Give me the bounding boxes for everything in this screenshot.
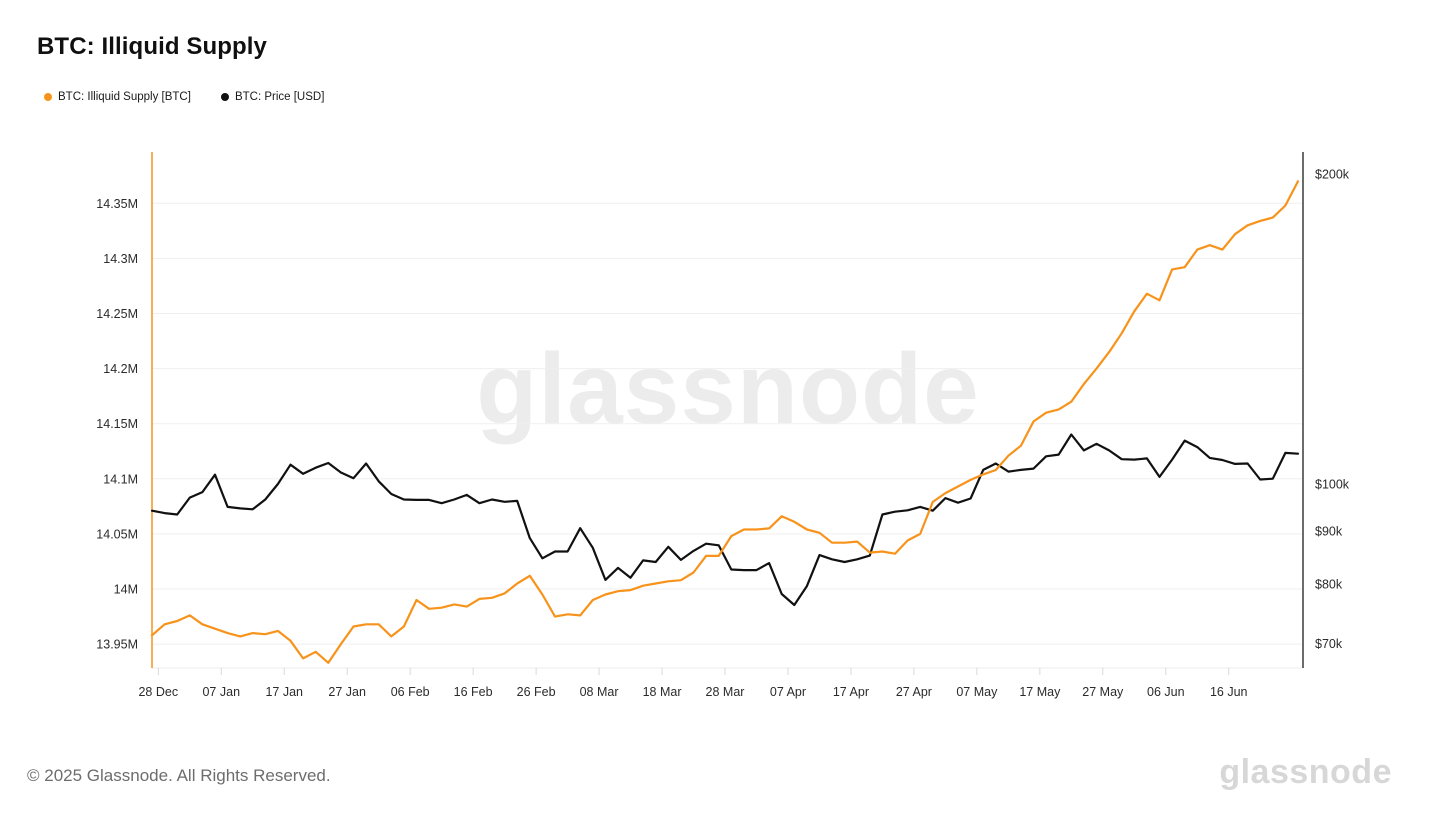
x-axis-label: 06 Feb	[391, 685, 430, 699]
x-axis-label: 16 Feb	[454, 685, 493, 699]
y-axis-label-right: $90k	[1315, 525, 1343, 539]
y-axis-label-right: $100k	[1315, 478, 1350, 492]
legend-label: BTC: Price [USD]	[234, 91, 325, 103]
x-axis-label: 07 Jan	[202, 685, 240, 699]
x-axis-label: 28 Mar	[706, 685, 745, 699]
y-axis-label-right: $200k	[1315, 167, 1350, 181]
x-axis-label: 06 Jun	[1147, 685, 1185, 699]
y-axis-label-left: 14.35M	[96, 197, 138, 211]
y-axis-label-left: 14.25M	[96, 307, 138, 321]
legend-item-illiquid-supply[interactable]: BTC: Illiquid Supply [BTC]	[44, 91, 191, 103]
illiquid-supply-line	[150, 180, 1300, 664]
x-axis-label: 26 Feb	[517, 685, 556, 699]
x-axis-label: 17 May	[1019, 685, 1061, 699]
y-axis-label-left: 14.1M	[103, 472, 138, 486]
x-axis-label: 27 Jan	[328, 685, 366, 699]
x-axis-label: 27 Apr	[896, 685, 932, 699]
y-axis-label-right: $70k	[1315, 637, 1343, 651]
x-axis-label: 07 May	[956, 685, 998, 699]
y-axis-label-right: $80k	[1315, 577, 1343, 591]
x-axis-label: 27 May	[1082, 685, 1124, 699]
x-axis-label: 16 Jun	[1210, 685, 1248, 699]
legend-dot-icon	[44, 93, 52, 101]
legend-item-price[interactable]: BTC: Price [USD]	[220, 91, 325, 103]
x-axis-label: 07 Apr	[770, 685, 806, 699]
y-axis-label-left: 14.3M	[103, 252, 138, 266]
y-axis-label-left: 14.15M	[96, 417, 138, 431]
y-axis-label-left: 14.05M	[96, 527, 138, 541]
legend-dot-icon	[220, 93, 229, 101]
x-axis-label: 08 Mar	[580, 685, 619, 699]
glassnode-logo: glassnode	[1219, 753, 1392, 791]
x-axis-label: 18 Mar	[643, 685, 682, 699]
y-axis-label-left: 14.2M	[103, 362, 138, 376]
copyright-text: © 2025 Glassnode. All Rights Reserved.	[27, 766, 331, 785]
chart-legend: BTC: Illiquid Supply [BTC] BTC: Price [U…	[44, 91, 324, 103]
x-axis-label: 17 Apr	[833, 685, 869, 699]
legend-label: BTC: Illiquid Supply [BTC]	[58, 91, 191, 103]
x-axis-label: 28 Dec	[138, 685, 178, 699]
page-title: BTC: Illiquid Supply	[37, 33, 267, 60]
x-axis-label: 17 Jan	[265, 685, 303, 699]
y-axis-label-left: 14M	[114, 583, 138, 597]
price-line	[150, 433, 1300, 607]
y-axis-label-left: 13.95M	[96, 638, 138, 652]
